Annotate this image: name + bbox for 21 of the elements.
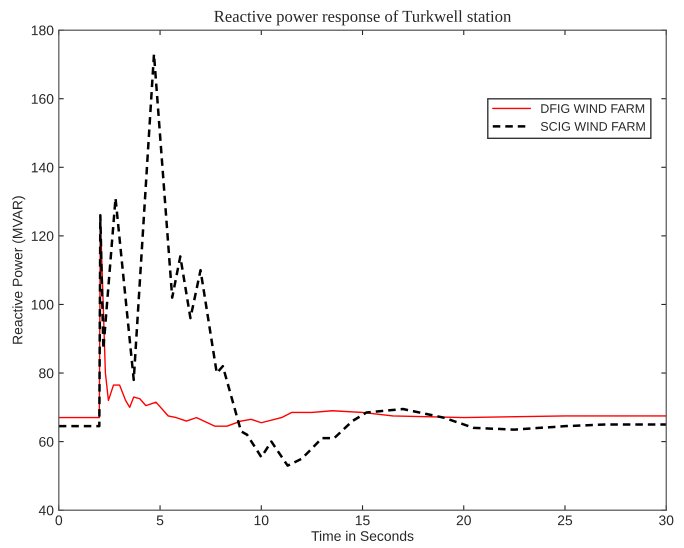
x-tick-label: 0 <box>56 515 62 526</box>
y-tick-label: 80 <box>39 368 54 378</box>
y-tick-label: 120 <box>32 231 54 242</box>
y-tick-label: 40 <box>38 506 54 516</box>
x-tick-label: 20 <box>456 515 471 526</box>
x-tick-label: 15 <box>356 516 370 526</box>
y-tick-label: 180 <box>32 25 54 36</box>
y-tick-label: 140 <box>32 162 54 172</box>
y-tick-label: 100 <box>32 300 54 310</box>
x-tick-label: 25 <box>558 515 572 526</box>
y-axis-title: Reactive Power (MVAR) <box>12 196 26 344</box>
x-tick-label: 30 <box>659 515 674 526</box>
x-axis-title: Time in Seconds <box>311 530 414 541</box>
x-tick-label: 10 <box>254 515 268 526</box>
line-series <box>58 52 666 467</box>
x-tick-label: 5 <box>156 516 164 526</box>
legend-label: DFIG WIND FARM <box>541 104 644 113</box>
chart-title: Reactive power response of Turkwell station <box>214 10 512 26</box>
y-tick-label: 60 <box>39 436 54 447</box>
y-tick-label: 160 <box>32 94 54 104</box>
legend-label: SCIG WIND FARM <box>540 122 645 131</box>
